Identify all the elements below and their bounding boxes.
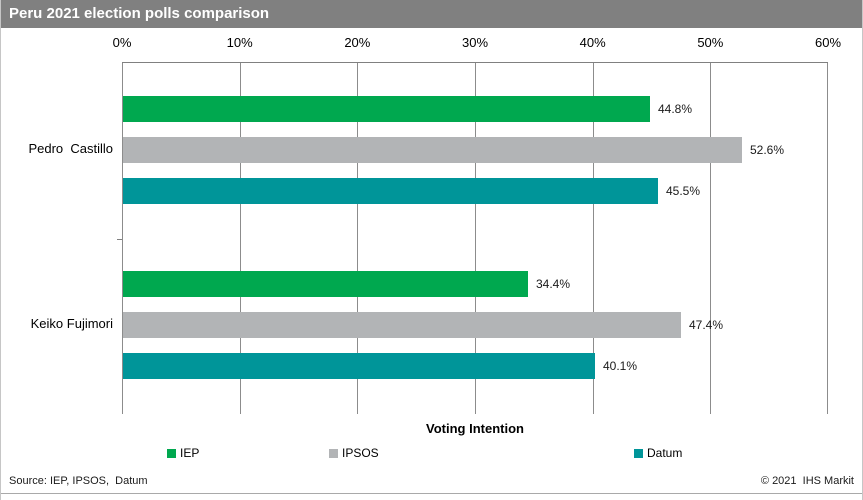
x-axis-tick-label: 50% — [697, 35, 724, 50]
legend-swatch-icon — [167, 448, 176, 458]
legend-label: IEP — [180, 446, 200, 460]
bar-iep-keiko-fujimori — [123, 271, 528, 297]
legend-swatch-icon — [634, 448, 643, 458]
copyright-note: © 2021 IHS Markit — [760, 474, 854, 487]
bar-iep-pedro-castillo — [123, 96, 650, 122]
x-axis-tick-label: 60% — [814, 35, 842, 50]
category-label-pedro-castillo: Pedro Castillo — [28, 141, 113, 156]
gridline — [593, 63, 594, 414]
legend-item-ipsos: IPSOS — [329, 446, 379, 460]
legend-item-datum: Datum — [634, 446, 682, 460]
legend-item-iep: IEP — [167, 446, 199, 460]
gridline — [357, 63, 358, 414]
x-axis-tick-label: 0% — [112, 35, 132, 50]
bar-datum-keiko-fujimori — [123, 353, 595, 379]
source-note: Source: IEP, IPSOS, Datum — [9, 474, 148, 487]
value-label-ipsos-pedro-castillo: 52.6% — [750, 143, 785, 157]
bar-ipsos-pedro-castillo — [123, 137, 742, 163]
x-axis-tick-label: 30% — [461, 35, 489, 50]
legend-label: Datum — [647, 446, 683, 460]
gridline — [827, 63, 828, 414]
legend-swatch-icon — [329, 448, 338, 458]
value-label-datum-pedro-castillo: 45.5% — [666, 184, 701, 198]
value-label-iep-pedro-castillo: 44.8% — [658, 102, 693, 116]
footer: Source: IEP, IPSOS, Datum © 2021 IHS Mar… — [1, 468, 862, 494]
x-axis-tick-label: 10% — [226, 35, 253, 50]
chart-title: Peru 2021 election polls comparison — [1, 0, 862, 28]
value-label-datum-keiko-fujimori: 40.1% — [603, 359, 638, 373]
legend-label: IPSOS — [342, 446, 379, 460]
value-label-ipsos-keiko-fujimori: 47.4% — [689, 318, 724, 332]
bar-ipsos-keiko-fujimori — [123, 312, 681, 338]
x-axis-tick-label: 40% — [579, 35, 606, 50]
x-axis-title: Voting Intention — [426, 421, 524, 436]
gridline — [122, 63, 123, 414]
category-label-keiko-fujimori: Keiko Fujimori — [30, 316, 113, 331]
value-label-iep-keiko-fujimori: 34.4% — [536, 277, 571, 291]
plot-area: 44.8% 52.6% 45.5% 34.4% 47.4% 40.1% — [117, 62, 828, 414]
bar-datum-pedro-castillo — [123, 178, 658, 204]
gridline — [475, 63, 476, 414]
category-boundary-tick — [117, 239, 122, 240]
gridline — [710, 63, 711, 414]
gridline — [240, 63, 241, 414]
x-axis-tick-label: 20% — [344, 35, 371, 50]
